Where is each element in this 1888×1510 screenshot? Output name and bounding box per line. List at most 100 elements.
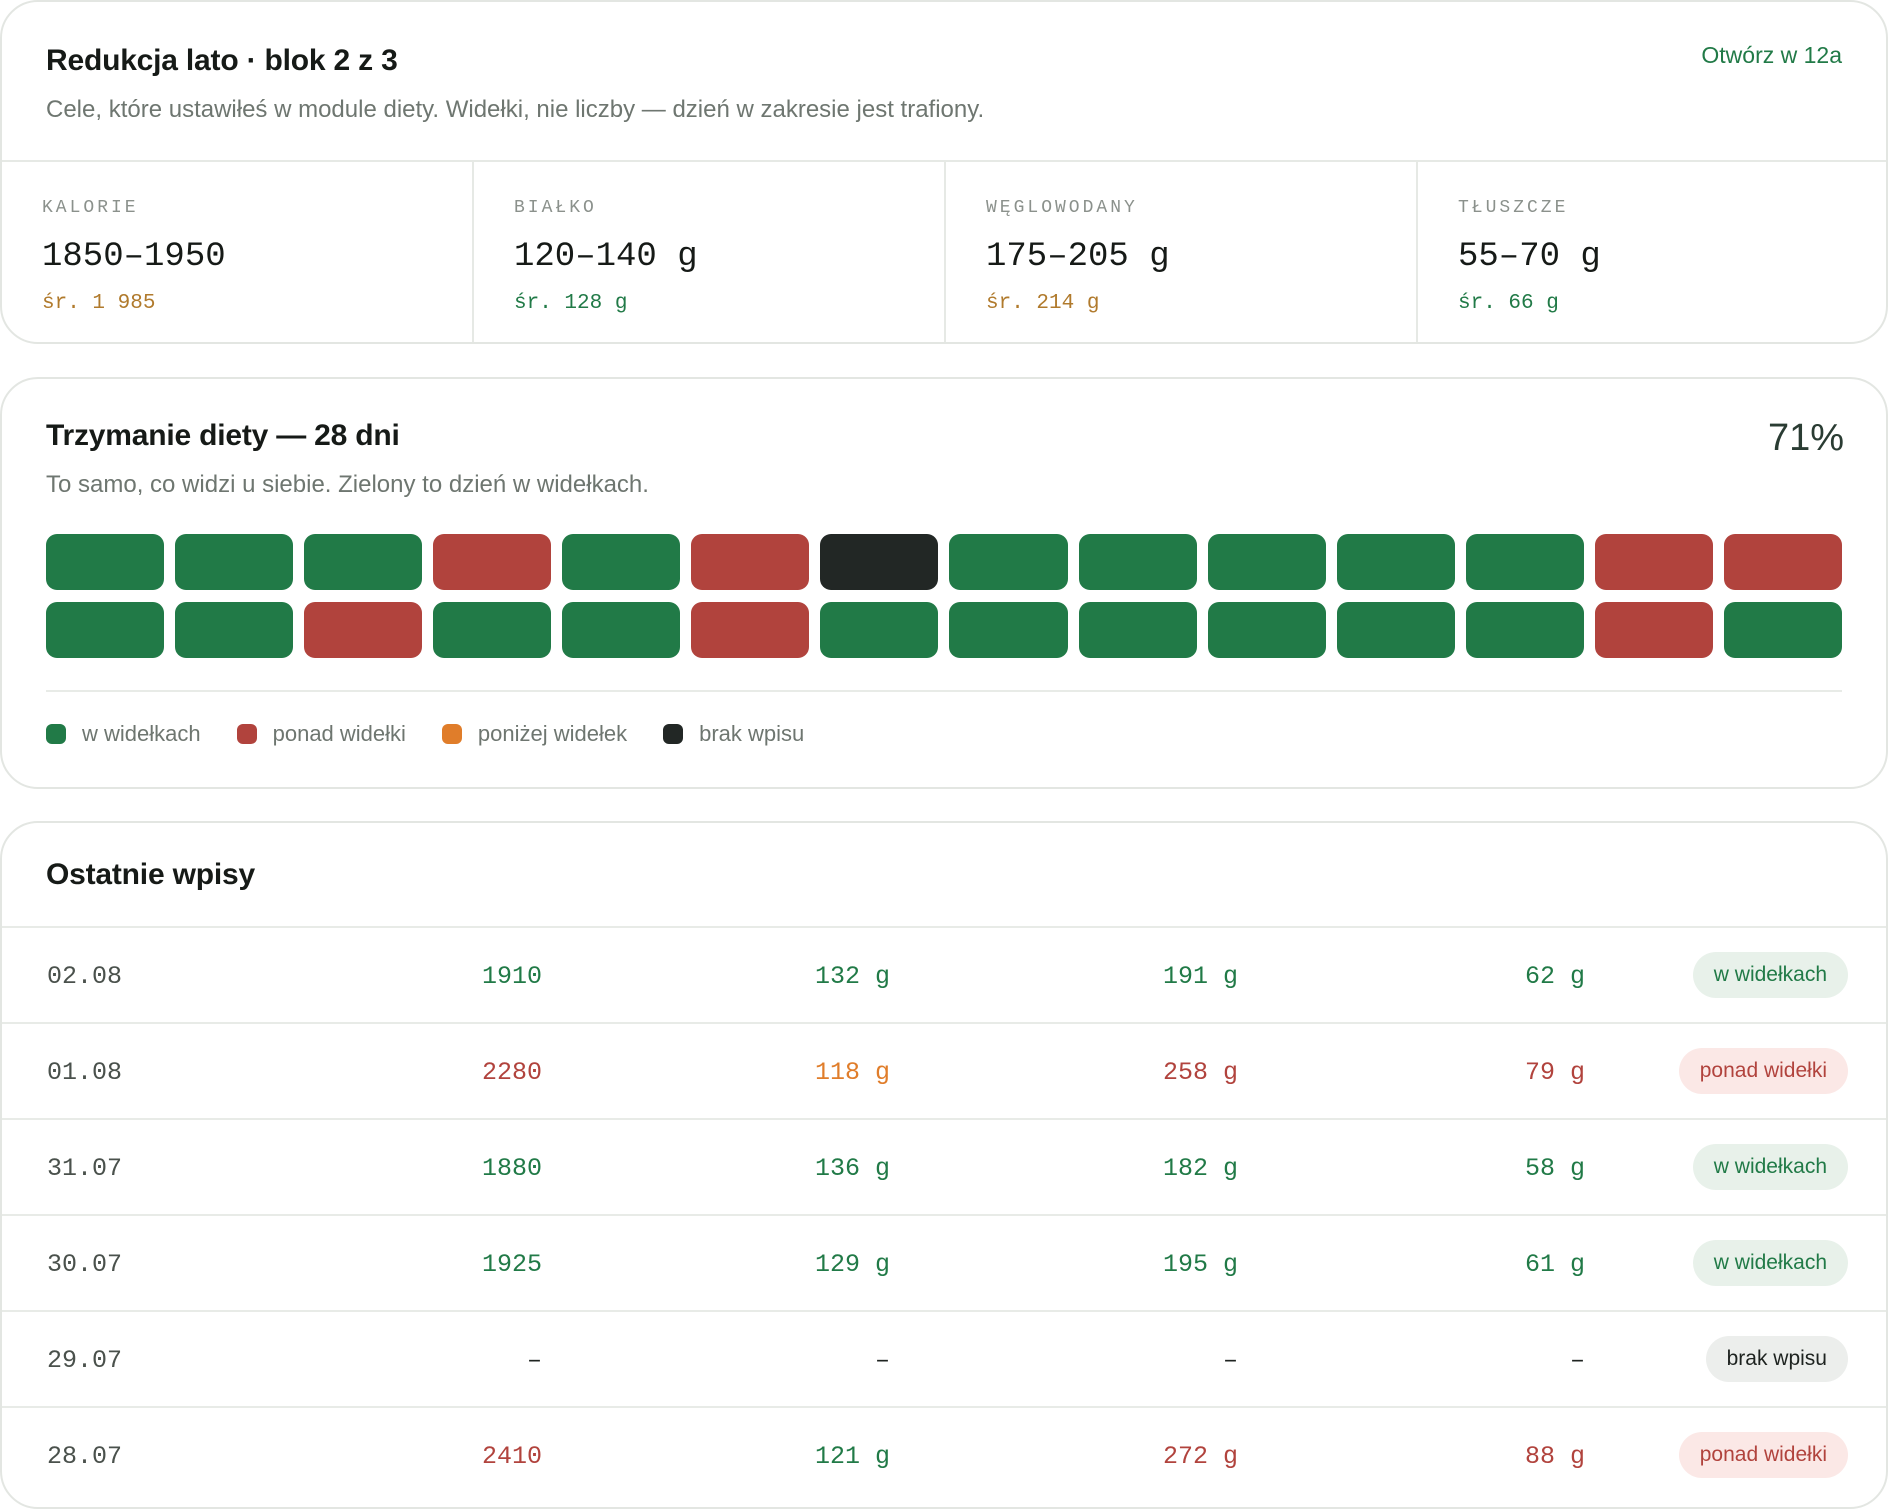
adherence-subtitle: To samo, co widzi u siebie. Zielony to d… xyxy=(46,471,649,498)
entry-carbs: 182 g xyxy=(1162,1154,1238,1183)
entry-status-badge: w widełkach xyxy=(1692,1240,1848,1286)
entry-carbs: 191 g xyxy=(1162,962,1238,991)
recent-entries-card: Ostatnie wpisy 02.08 1910 132 g 191 g 62 g w … xyxy=(0,821,1888,1509)
day-cell xyxy=(1336,534,1455,590)
legend-label: poniżej widełek xyxy=(477,721,628,746)
day-cell xyxy=(1594,534,1713,590)
entry-status-badge: brak wpisu xyxy=(1705,1336,1848,1382)
entry-carbs: 258 g xyxy=(1162,1058,1238,1087)
legend-swatch xyxy=(46,724,66,744)
entry-calories: 1880 xyxy=(481,1154,542,1183)
macro-cell-tluszcze: TŁUSZCZE 55–70 g śr. 66 g xyxy=(1418,162,1886,342)
macro-cell-bialko: BIAŁKO 120–140 g śr. 128 g xyxy=(474,162,946,342)
entry-calories: 2280 xyxy=(481,1058,542,1087)
entry-date: 29.07 xyxy=(47,1346,123,1375)
entry-calories: 1925 xyxy=(481,1250,542,1279)
day-cell xyxy=(1078,534,1197,590)
legend-swatch xyxy=(441,724,462,744)
entry-row[interactable]: 29.07 – – – – brak wpisu xyxy=(2,1310,1886,1406)
entry-carbs: 195 g xyxy=(1162,1250,1238,1279)
entry-date: 30.07 xyxy=(47,1250,123,1279)
legend-divider xyxy=(46,690,1842,692)
macro-range-value: 1850–1950 xyxy=(42,238,226,276)
plan-subtitle: Cele, które ustawiłeś w module diety. Wi… xyxy=(46,96,985,123)
macro-label: BIAŁKO xyxy=(514,198,597,218)
entry-status-badge: ponad widełki xyxy=(1678,1048,1848,1094)
entry-protein: – xyxy=(874,1346,890,1375)
macro-average: śr. 214 g xyxy=(986,292,1100,315)
day-cell xyxy=(1207,534,1326,590)
day-cell xyxy=(949,602,1068,658)
adherence-day-grid xyxy=(46,534,1842,658)
entry-status-badge: w widełkach xyxy=(1692,1144,1848,1190)
entry-row[interactable]: 01.08 2280 118 g 258 g 79 g ponad widełki xyxy=(2,1022,1886,1118)
macro-cell-weglowodany: WĘGLOWODANY 175–205 g śr. 214 g xyxy=(946,162,1418,342)
day-cell xyxy=(691,602,810,658)
adherence-card: Trzymanie diety — 28 dni To samo, co wid… xyxy=(0,377,1888,789)
open-in-12a-link[interactable]: Otwórz w 12a xyxy=(1701,42,1842,68)
entries-table: 02.08 1910 132 g 191 g 62 g w widełkach 01.08 2… xyxy=(2,926,1886,1502)
entry-date: 02.08 xyxy=(47,962,123,991)
macro-cell-kalorie: KALORIE 1850–1950 śr. 1 985 xyxy=(2,162,474,342)
entry-carbs: – xyxy=(1222,1346,1238,1375)
entry-row[interactable]: 30.07 1925 129 g 195 g 61 g w widełkach xyxy=(2,1214,1886,1310)
macro-range-value: 175–205 g xyxy=(986,238,1170,276)
day-cell xyxy=(691,534,810,590)
day-cell xyxy=(1465,534,1584,590)
plan-targets-card: Redukcja lato · blok 2 z 3 Cele, które u… xyxy=(0,0,1888,344)
macro-label: TŁUSZCZE xyxy=(1458,198,1569,218)
day-cell xyxy=(433,602,552,658)
entry-fat: 58 g xyxy=(1524,1154,1585,1183)
macro-range-value: 120–140 g xyxy=(514,238,698,276)
entry-calories: 1910 xyxy=(481,962,542,991)
legend-label: ponad widełki xyxy=(272,721,406,746)
day-cell xyxy=(46,534,165,590)
legend-swatch xyxy=(663,724,684,744)
day-cell xyxy=(1336,602,1455,658)
entry-fat: 61 g xyxy=(1524,1250,1585,1279)
entry-row[interactable]: 02.08 1910 132 g 191 g 62 g w widełkach xyxy=(2,926,1886,1022)
entry-protein: 132 g xyxy=(814,962,890,991)
entry-calories: – xyxy=(526,1346,542,1375)
entry-fat: 88 g xyxy=(1524,1442,1585,1471)
day-cell xyxy=(820,534,939,590)
day-cell xyxy=(1465,602,1584,658)
entry-protein: 121 g xyxy=(814,1442,890,1471)
macro-label: WĘGLOWODANY xyxy=(986,198,1138,218)
plan-title: Redukcja lato · blok 2 z 3 xyxy=(46,44,398,77)
legend-item-ok: w widełkach xyxy=(46,721,201,747)
day-cell xyxy=(304,534,423,590)
entry-date: 28.07 xyxy=(47,1442,123,1471)
legend-item-under: poniżej widełek xyxy=(441,721,628,747)
day-cell xyxy=(175,534,294,590)
day-cell xyxy=(562,602,681,658)
entry-fat: – xyxy=(1569,1346,1585,1375)
macro-label: KALORIE xyxy=(42,198,139,218)
entry-fat: 79 g xyxy=(1524,1058,1585,1087)
legend-item-none: brak wpisu xyxy=(663,721,804,747)
day-cell xyxy=(820,602,939,658)
entry-protein: 118 g xyxy=(814,1058,890,1087)
day-cell xyxy=(46,602,165,658)
day-cell xyxy=(1594,602,1713,658)
day-cell xyxy=(1723,602,1842,658)
day-cell xyxy=(562,534,681,590)
entry-calories: 2410 xyxy=(481,1442,542,1471)
legend-swatch xyxy=(236,724,257,744)
adherence-legend: w widełkach ponad widełki poniżej widełek b… xyxy=(46,721,804,747)
day-cell xyxy=(304,602,423,658)
macro-range-value: 55–70 g xyxy=(1458,238,1601,276)
entry-row[interactable]: 31.07 1880 136 g 182 g 58 g w widełkach xyxy=(2,1118,1886,1214)
adherence-percent: 71% xyxy=(1767,417,1844,459)
entry-status-badge: w widełkach xyxy=(1692,952,1848,998)
entry-protein: 129 g xyxy=(814,1250,890,1279)
day-cell xyxy=(1723,534,1842,590)
entry-date: 31.07 xyxy=(47,1154,123,1183)
entry-status-badge: ponad widełki xyxy=(1678,1432,1848,1478)
entry-protein: 136 g xyxy=(814,1154,890,1183)
macro-average: śr. 66 g xyxy=(1458,292,1559,315)
legend-label: w widełkach xyxy=(82,721,201,746)
entry-row[interactable]: 28.07 2410 121 g 272 g 88 g ponad widełki xyxy=(2,1406,1886,1502)
legend-item-over: ponad widełki xyxy=(236,721,406,747)
macro-targets-row: KALORIE 1850–1950 śr. 1 985 BIAŁKO 120–1… xyxy=(2,160,1886,342)
